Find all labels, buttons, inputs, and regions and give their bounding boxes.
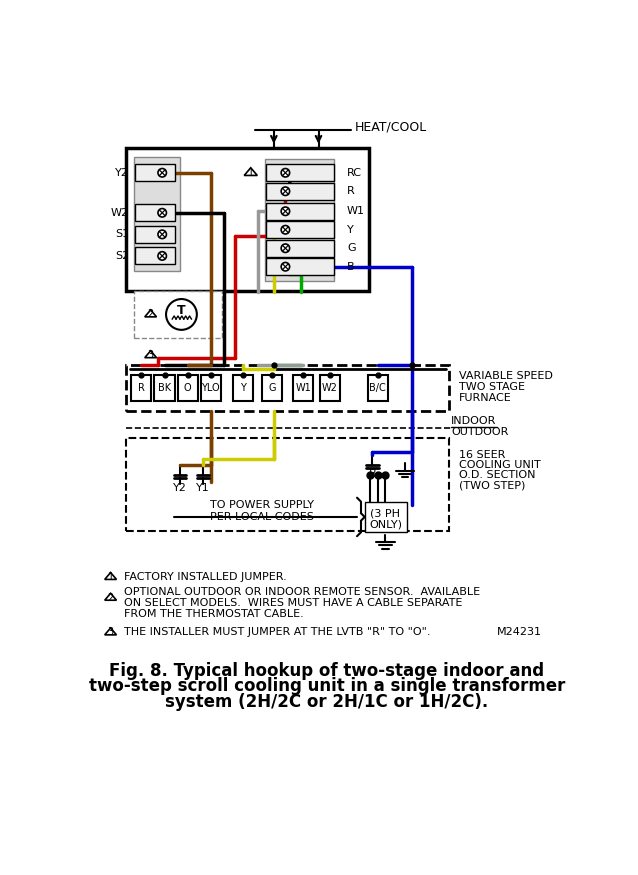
Text: (3 PH: (3 PH	[371, 508, 401, 518]
Text: Y2: Y2	[115, 168, 129, 178]
Text: ON SELECT MODELS.  WIRES MUST HAVE A CABLE SEPARATE: ON SELECT MODELS. WIRES MUST HAVE A CABL…	[124, 598, 462, 608]
Text: G: G	[347, 243, 355, 253]
Text: Y2: Y2	[173, 484, 187, 493]
Text: Y: Y	[347, 225, 353, 234]
Bar	[266, 183, 334, 200]
Polygon shape	[145, 310, 156, 317]
Text: TWO STAGE: TWO STAGE	[459, 382, 524, 392]
Polygon shape	[244, 168, 257, 176]
Text: PER LOCAL CODES: PER LOCAL CODES	[211, 512, 315, 522]
Bar	[367, 374, 388, 401]
Text: R: R	[347, 186, 355, 196]
Text: FACTORY INSTALLED JUMPER.: FACTORY INSTALLED JUMPER.	[124, 572, 286, 582]
Text: T: T	[177, 304, 186, 317]
Circle shape	[281, 244, 290, 253]
Text: 3: 3	[108, 627, 114, 638]
Polygon shape	[105, 593, 117, 600]
Bar	[266, 240, 334, 256]
Text: COOLING UNIT: COOLING UNIT	[459, 460, 540, 471]
Bar	[266, 258, 334, 275]
Bar	[233, 374, 253, 401]
Text: (TWO STEP): (TWO STEP)	[459, 480, 525, 490]
Bar	[126, 365, 449, 411]
Polygon shape	[105, 628, 117, 635]
Text: G: G	[269, 382, 276, 393]
Bar	[201, 374, 221, 401]
Bar	[134, 158, 180, 271]
Text: YLO: YLO	[202, 382, 220, 393]
Text: 1: 1	[248, 168, 254, 178]
Text: 2: 2	[107, 592, 114, 603]
Text: R: R	[138, 382, 145, 393]
Text: THE INSTALLER MUST JUMPER AT THE LVTB "R" TO "O".: THE INSTALLER MUST JUMPER AT THE LVTB "R…	[124, 627, 430, 638]
Text: 2: 2	[147, 310, 154, 319]
Circle shape	[166, 299, 197, 330]
Text: INDOOR: INDOOR	[451, 416, 496, 426]
Text: B: B	[369, 469, 376, 479]
Bar	[154, 374, 175, 401]
Bar	[131, 374, 151, 401]
Text: W2: W2	[322, 382, 338, 393]
Text: OUTDOOR: OUTDOOR	[451, 427, 508, 438]
Bar	[262, 374, 282, 401]
Circle shape	[158, 208, 167, 217]
Text: VARIABLE SPEED: VARIABLE SPEED	[459, 371, 553, 381]
Bar	[266, 203, 334, 220]
Text: B: B	[347, 262, 355, 272]
Text: system (2H/2C or 2H/1C or 1H/2C).: system (2H/2C or 2H/1C or 1H/2C).	[165, 693, 489, 710]
Bar	[177, 374, 198, 401]
Bar	[266, 221, 334, 238]
Text: O.D. SECTION: O.D. SECTION	[459, 471, 535, 480]
Bar	[126, 148, 369, 290]
Circle shape	[281, 262, 290, 271]
Text: Y1: Y1	[196, 484, 210, 493]
Text: FURNACE: FURNACE	[459, 393, 512, 402]
Bar	[320, 374, 340, 401]
Bar	[126, 438, 449, 531]
Polygon shape	[105, 572, 117, 579]
Bar	[365, 501, 407, 532]
Text: S1: S1	[115, 229, 129, 240]
Text: O: O	[184, 382, 191, 393]
Text: OPTIONAL OUTDOOR OR INDOOR REMOTE SENSOR.  AVAILABLE: OPTIONAL OUTDOOR OR INDOOR REMOTE SENSOR…	[124, 587, 480, 598]
Circle shape	[281, 187, 290, 195]
Circle shape	[281, 207, 290, 215]
Circle shape	[281, 226, 290, 234]
Text: HEAT/COOL: HEAT/COOL	[355, 120, 427, 133]
Bar	[293, 374, 313, 401]
Polygon shape	[145, 351, 156, 358]
Text: 1: 1	[108, 572, 114, 582]
Circle shape	[158, 230, 167, 239]
Text: M24231: M24231	[497, 627, 542, 638]
Text: FROM THE THERMOSTAT CABLE.: FROM THE THERMOSTAT CABLE.	[124, 609, 304, 619]
Bar	[135, 248, 175, 264]
Text: B/C: B/C	[369, 382, 386, 393]
Bar	[135, 205, 175, 221]
Text: BK: BK	[158, 382, 171, 393]
Text: Fig. 8. Typical hookup of two-stage indoor and: Fig. 8. Typical hookup of two-stage indo…	[109, 662, 545, 680]
Circle shape	[158, 169, 167, 177]
Text: W1: W1	[295, 382, 311, 393]
Text: ONLY): ONLY)	[369, 520, 402, 529]
Bar	[265, 159, 334, 281]
Bar	[135, 226, 175, 243]
Bar	[266, 164, 334, 181]
Text: 3: 3	[147, 350, 154, 360]
Text: S2: S2	[115, 251, 129, 261]
Text: two-step scroll cooling unit in a single transformer: two-step scroll cooling unit in a single…	[89, 677, 565, 696]
Bar	[134, 291, 222, 338]
Circle shape	[158, 252, 167, 260]
Bar	[135, 164, 175, 181]
Text: TO POWER SUPPLY: TO POWER SUPPLY	[211, 500, 315, 510]
Text: RC: RC	[347, 168, 362, 178]
Text: Y: Y	[240, 382, 246, 393]
Text: 16 SEER: 16 SEER	[459, 451, 505, 460]
Circle shape	[281, 169, 290, 177]
Text: W1: W1	[347, 206, 365, 216]
Text: W2: W2	[111, 207, 129, 218]
